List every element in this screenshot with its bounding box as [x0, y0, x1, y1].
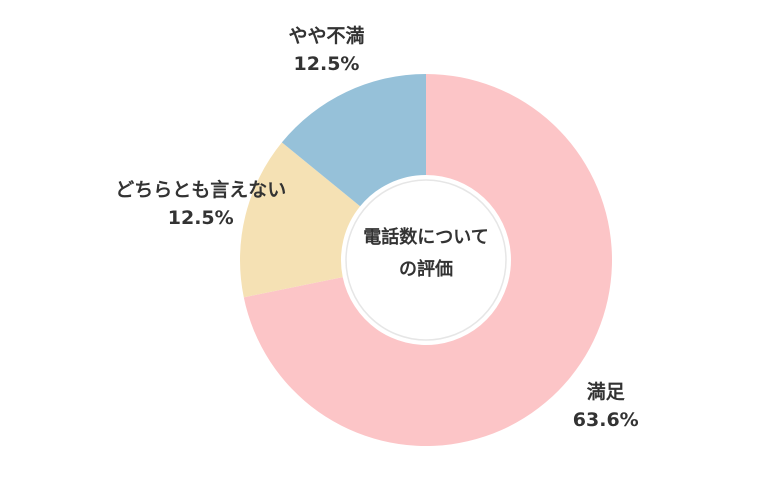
value-label: 12.5% — [294, 53, 360, 75]
value-label: 12.5% — [168, 207, 234, 229]
value-label: 63.6% — [573, 409, 639, 431]
slice-label: やや不満 — [288, 25, 364, 47]
chart-title: 電話数についての評価 — [363, 227, 489, 280]
slice-label: 満足 — [587, 381, 626, 403]
slice — [240, 142, 361, 298]
slice-label: どちらとも言えない — [115, 178, 286, 201]
slice — [243, 74, 612, 446]
slice — [281, 74, 426, 207]
center-ring — [345, 179, 507, 341]
